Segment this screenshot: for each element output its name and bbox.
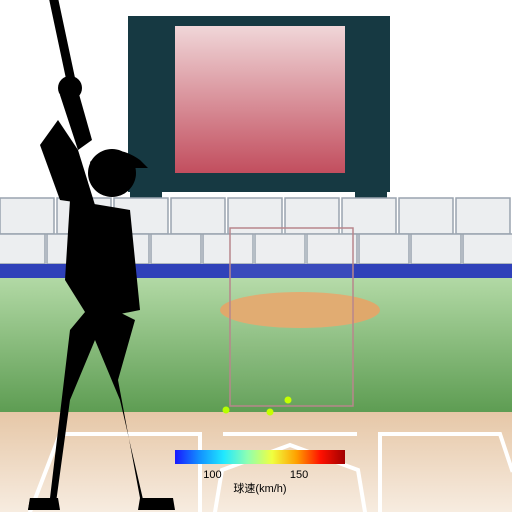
- pitch-marker: [267, 409, 274, 416]
- scoreboard-screen: [175, 26, 345, 173]
- scene-svg: 100 150 球速(km/h): [0, 0, 512, 512]
- strike-zone: [230, 228, 353, 406]
- pitch-location-chart: 100 150 球速(km/h): [0, 0, 512, 512]
- velocity-colorbar: [175, 450, 345, 464]
- velocity-colorbar-label: 球速(km/h): [233, 481, 286, 495]
- svg-text:150: 150: [290, 469, 308, 481]
- pitch-marker: [223, 407, 230, 414]
- svg-text:100: 100: [203, 469, 221, 481]
- pitch-marker: [285, 397, 292, 404]
